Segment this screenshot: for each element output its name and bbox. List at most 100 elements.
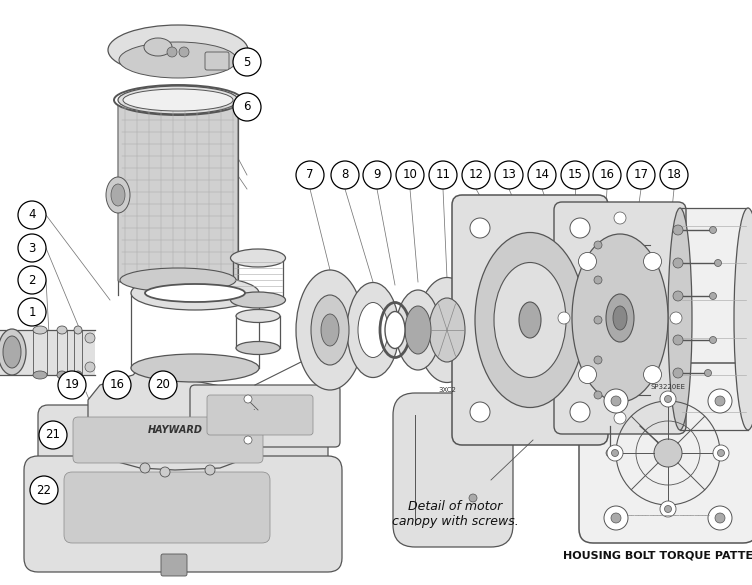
Circle shape <box>594 276 602 284</box>
FancyBboxPatch shape <box>190 385 340 447</box>
FancyBboxPatch shape <box>38 405 328 477</box>
Circle shape <box>469 494 477 502</box>
Circle shape <box>233 93 261 121</box>
Text: 4: 4 <box>29 208 36 222</box>
Text: 3: 3 <box>29 242 35 254</box>
Ellipse shape <box>144 38 172 56</box>
FancyBboxPatch shape <box>452 195 608 445</box>
Ellipse shape <box>131 354 259 382</box>
Ellipse shape <box>231 292 286 308</box>
Circle shape <box>715 513 725 523</box>
Ellipse shape <box>118 86 238 114</box>
Ellipse shape <box>734 208 752 430</box>
Circle shape <box>18 201 46 229</box>
Circle shape <box>604 506 628 530</box>
Circle shape <box>614 212 626 224</box>
Circle shape <box>363 161 391 189</box>
Ellipse shape <box>123 89 233 111</box>
FancyBboxPatch shape <box>205 52 229 70</box>
Circle shape <box>396 161 424 189</box>
Circle shape <box>665 395 672 402</box>
Ellipse shape <box>385 311 405 349</box>
Circle shape <box>495 161 523 189</box>
Circle shape <box>660 161 688 189</box>
Circle shape <box>611 449 618 456</box>
Ellipse shape <box>57 371 67 379</box>
Ellipse shape <box>0 329 26 375</box>
Circle shape <box>18 234 46 262</box>
Ellipse shape <box>131 276 259 310</box>
Ellipse shape <box>74 371 82 379</box>
Circle shape <box>558 312 570 324</box>
Circle shape <box>611 513 621 523</box>
FancyBboxPatch shape <box>118 98 238 282</box>
Text: 8: 8 <box>341 168 349 181</box>
Text: 17: 17 <box>633 168 648 181</box>
Ellipse shape <box>358 302 388 357</box>
Circle shape <box>606 449 614 457</box>
Text: 16: 16 <box>110 378 125 391</box>
Ellipse shape <box>417 277 477 383</box>
Circle shape <box>160 467 170 477</box>
Ellipse shape <box>311 295 349 365</box>
Text: 10: 10 <box>402 168 417 181</box>
Circle shape <box>429 161 457 189</box>
Circle shape <box>673 291 683 301</box>
Text: .: . <box>252 402 254 411</box>
Text: 11: 11 <box>435 168 450 181</box>
Circle shape <box>594 316 602 324</box>
Circle shape <box>18 298 46 326</box>
Text: HAYWARD: HAYWARD <box>147 425 202 435</box>
Ellipse shape <box>668 208 692 430</box>
Circle shape <box>470 218 490 238</box>
Ellipse shape <box>108 25 248 75</box>
Circle shape <box>570 402 590 422</box>
Circle shape <box>296 161 324 189</box>
Circle shape <box>179 47 189 57</box>
Ellipse shape <box>145 284 245 302</box>
Circle shape <box>666 449 674 457</box>
Circle shape <box>593 161 621 189</box>
Circle shape <box>708 506 732 530</box>
Circle shape <box>709 292 717 300</box>
FancyBboxPatch shape <box>73 417 263 463</box>
Ellipse shape <box>405 306 431 354</box>
Text: 20: 20 <box>156 378 171 391</box>
Ellipse shape <box>74 326 82 334</box>
Ellipse shape <box>57 326 67 334</box>
Text: HOUSING BOLT TORQUE PATTERN: HOUSING BOLT TORQUE PATTERN <box>563 550 752 560</box>
Circle shape <box>614 412 626 424</box>
Ellipse shape <box>119 42 237 78</box>
Ellipse shape <box>613 306 627 330</box>
Circle shape <box>149 371 177 399</box>
Text: 18: 18 <box>666 168 681 181</box>
Circle shape <box>644 253 662 270</box>
Circle shape <box>660 391 676 407</box>
Circle shape <box>715 396 725 406</box>
Circle shape <box>714 260 721 267</box>
Circle shape <box>244 395 252 403</box>
Ellipse shape <box>606 294 634 342</box>
Ellipse shape <box>111 184 125 206</box>
Circle shape <box>30 476 58 504</box>
Ellipse shape <box>396 290 440 370</box>
Ellipse shape <box>475 232 585 408</box>
Circle shape <box>167 47 177 57</box>
Circle shape <box>611 396 621 406</box>
Ellipse shape <box>296 270 364 390</box>
Text: 3XC2: 3XC2 <box>438 387 456 393</box>
FancyBboxPatch shape <box>680 208 748 430</box>
Text: 6: 6 <box>243 101 250 113</box>
Circle shape <box>233 48 261 76</box>
Circle shape <box>713 445 729 461</box>
Ellipse shape <box>114 85 242 115</box>
Ellipse shape <box>429 298 465 362</box>
Ellipse shape <box>106 177 130 213</box>
Text: 15: 15 <box>568 168 583 181</box>
Circle shape <box>58 371 86 399</box>
Circle shape <box>604 389 628 413</box>
Circle shape <box>644 366 662 384</box>
Text: 2: 2 <box>29 274 36 287</box>
Polygon shape <box>88 360 270 470</box>
Ellipse shape <box>33 371 47 379</box>
